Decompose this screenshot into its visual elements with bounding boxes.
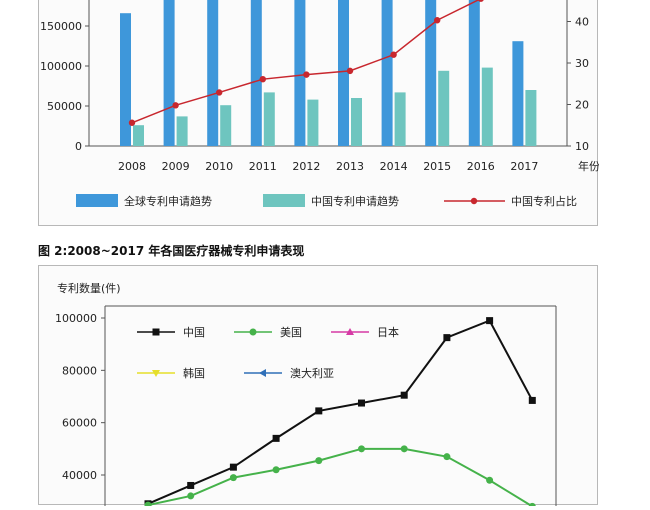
chart1-right-tick-label: 20: [575, 99, 589, 112]
chart1-china-bar: [220, 105, 232, 146]
chart2-series-point: [187, 481, 195, 489]
chart1-right-tick-label: 30: [575, 57, 589, 70]
chart1-global-bar: [163, 0, 175, 146]
chart1-global-bar: [381, 0, 393, 146]
chart1-share-point: [477, 0, 484, 2]
chart2-series-point: [272, 434, 280, 442]
chart1-china-bar: [525, 90, 537, 146]
chart2-legend-label: 澳大利亚: [290, 366, 334, 380]
chart1-x-unit-label: 年份: [578, 159, 599, 173]
chart2-legend-marker: [152, 328, 160, 336]
chart2-caption: 图 2:2008~2017 年各国医疗器械专利申请表现: [38, 244, 305, 258]
chart2-series-point: [400, 445, 408, 453]
chart1-share-point: [259, 75, 266, 83]
chart1-x-tick-label: 2015: [423, 160, 451, 173]
chart2-series-point: [315, 457, 323, 465]
chart1-legend-share-marker: [470, 197, 478, 205]
chart1-global-bar: [250, 0, 262, 146]
chart1-left-tick-label: 100000: [40, 60, 82, 73]
chart1-left-tick-label: 50000: [47, 100, 82, 113]
chart1-x-tick-label: 2010: [205, 160, 233, 173]
chart2-series-point: [528, 502, 536, 510]
chart2-legend-label: 美国: [280, 326, 302, 339]
chart1-china-bar: [351, 98, 362, 146]
chart1-share-point: [346, 67, 354, 75]
chart2-y-tick-label: 100000: [55, 312, 97, 325]
chart1-global-bar: [207, 0, 219, 146]
chart2-y-tick-label: 40000: [62, 469, 97, 482]
chart2-series-line: [147, 319, 534, 505]
chart2-y-axis-title: 专利数量(件): [57, 281, 121, 295]
chart2-series-point: [187, 492, 195, 500]
chart2-legend-marker: [259, 369, 266, 377]
chart1-left-tick-label: 150000: [40, 20, 82, 33]
chart2-panel: 专利数量(件) 40000 60000 80000 100000 中国 美国 日本韩国 澳大利亚: [38, 265, 598, 510]
chart2-legend-marker: [346, 328, 354, 335]
chart1-left-tick-label: 0: [75, 140, 82, 153]
chart1-china-bar: [438, 70, 450, 146]
chart2-series-point: [528, 396, 536, 404]
chart1-legend-china-label: 中国专利申请趋势: [311, 194, 399, 208]
chart1-share-point: [390, 51, 397, 58]
chart2-series-point: [486, 317, 494, 325]
chart1-china-bar: [263, 92, 275, 146]
chart1-share-point: [128, 119, 136, 126]
chart1-global-bar: [425, 0, 437, 146]
chart2-legend-label: 韩国: [183, 366, 205, 380]
chart1-china-bar: [307, 99, 319, 146]
chart1-share-point: [434, 17, 441, 24]
chart2-legend-marker: [249, 328, 257, 336]
chart1-global-bar: [338, 0, 349, 146]
chart1-svg: 0 50000 100000 150000 10 20 30 40 2008 2009 2010 20…: [40, 0, 600, 208]
chart1-right-tick-label: 10: [575, 140, 589, 153]
chart2-legend-marker: [152, 370, 160, 377]
chart2-series-point: [229, 463, 237, 471]
chart2-series-point: [315, 407, 323, 415]
chart1-share-point: [172, 102, 179, 109]
chart1-panel: 0 50000 100000 150000 10 20 30 40 2008 2009 2010 20…: [38, 0, 600, 226]
chart1-right-tick-label: 40: [575, 16, 589, 29]
chart1-x-tick-label: 2012: [292, 160, 320, 173]
chart2-legend-label: 中国: [183, 326, 205, 339]
chart1-x-tick-label: 2013: [336, 160, 364, 173]
chart1-legend-global-label: 全球专利申请趋势: [124, 194, 212, 208]
chart2-series-point: [272, 466, 280, 474]
chart2-series-point: [400, 391, 408, 399]
chart2-series-point: [443, 453, 451, 461]
chart2-y-tick-label: 80000: [62, 364, 97, 377]
chart1-x-tick-label: 2016: [467, 160, 495, 173]
chart2-series-line: [147, 447, 533, 508]
chart1-share-point: [216, 89, 223, 96]
chart1-x-tick-label: 2014: [380, 160, 408, 173]
chart2-series-point: [229, 474, 237, 482]
chart1-global-bar: [512, 41, 524, 147]
chart2-series-point: [358, 445, 365, 453]
chart2-series-point: [486, 476, 494, 484]
chart1-share-point: [303, 71, 310, 78]
chart1-china-bar: [481, 67, 493, 146]
chart1-china-bar: [133, 125, 144, 146]
chart2-series-point: [358, 399, 365, 407]
chart1-x-tick-label: 2011: [249, 160, 277, 173]
chart1-legend-share-label: 中国专利占比: [511, 194, 577, 208]
chart1-china-bar: [176, 116, 188, 146]
chart1-x-tick-label: 2009: [162, 160, 190, 173]
chart2-legend-label: 日本: [377, 325, 399, 339]
chart2-series-point: [443, 334, 451, 342]
chart1-global-bar: [294, 0, 306, 146]
chart1-china-bar: [394, 92, 406, 146]
chart1-legend-china-swatch: [263, 194, 305, 207]
chart1-x-tick-label: 2008: [118, 160, 146, 173]
chart1-global-bar: [120, 13, 131, 147]
chart2-y-tick-label: 60000: [62, 417, 97, 430]
chart1-x-tick-label: 2017: [510, 160, 538, 173]
chart1-legend-global-swatch: [76, 194, 118, 207]
chart1-global-bar: [468, 0, 480, 146]
